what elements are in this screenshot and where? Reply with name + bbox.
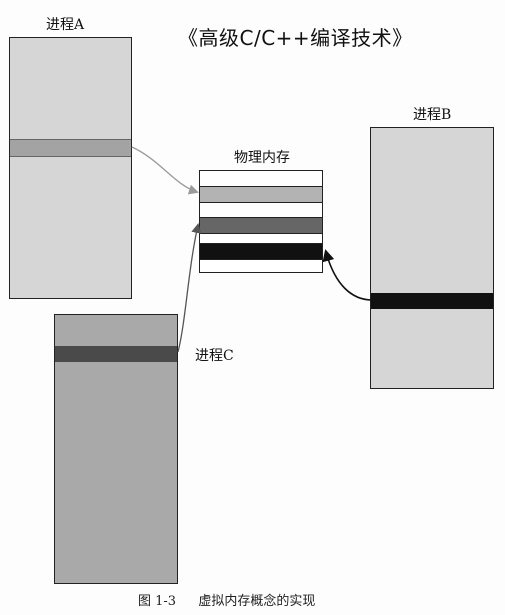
memory-frame-a <box>200 186 322 203</box>
arrow-a-to-memory <box>131 146 199 195</box>
process-a-block <box>9 37 132 299</box>
arrow-b-to-memory <box>322 249 373 301</box>
process-b-label: 进程B <box>413 107 452 123</box>
book-title: 《高级C/C++编译技术》 <box>178 26 413 50</box>
process-c-block <box>54 314 178 584</box>
figure-number: 图 1-3 <box>138 594 177 609</box>
process-a-label: 进程A <box>46 17 85 33</box>
physical-memory-label: 物理内存 <box>234 150 290 166</box>
arrow-c-to-memory <box>177 223 202 353</box>
process-c-label: 进程C <box>195 348 234 364</box>
figure-text: 虚拟内存概念的实现 <box>198 594 316 609</box>
process-c-mapped-page <box>55 346 177 362</box>
memory-frame-c <box>200 217 322 234</box>
memory-frame-b <box>200 243 322 260</box>
process-b-block <box>370 127 494 389</box>
physical-memory-block <box>199 170 323 273</box>
figure-caption: 图 1-3 虚拟内存概念的实现 <box>138 590 315 609</box>
process-b-mapped-page <box>371 293 493 309</box>
process-a-mapped-page <box>10 139 131 157</box>
